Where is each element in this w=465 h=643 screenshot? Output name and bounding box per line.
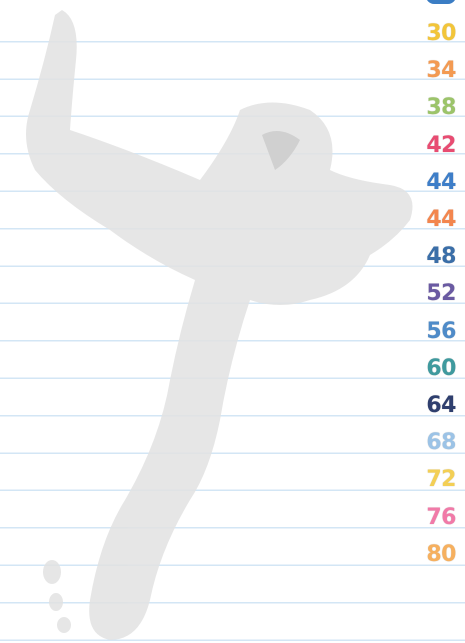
screen: 30 34 38 42 44 44 48 52 56 60 64 68 72 7… bbox=[0, 0, 465, 643]
number: 30 bbox=[426, 21, 456, 47]
number: 34 bbox=[426, 58, 456, 84]
number: 64 bbox=[426, 393, 456, 419]
number: 38 bbox=[426, 95, 456, 121]
number: 68 bbox=[426, 430, 456, 456]
silhouette bbox=[0, 0, 465, 643]
number: 60 bbox=[426, 356, 456, 382]
number: 48 bbox=[426, 244, 456, 270]
number: 44 bbox=[426, 170, 456, 196]
number: 44 bbox=[426, 207, 456, 233]
number: 42 bbox=[426, 133, 456, 159]
page: Lined page {"numbers": ["30", "34", "38"… bbox=[0, 0, 465, 643]
number: 80 bbox=[426, 542, 456, 568]
number: 72 bbox=[426, 467, 456, 493]
number: 76 bbox=[426, 505, 456, 531]
number: 52 bbox=[426, 281, 456, 307]
number: 56 bbox=[426, 319, 456, 345]
